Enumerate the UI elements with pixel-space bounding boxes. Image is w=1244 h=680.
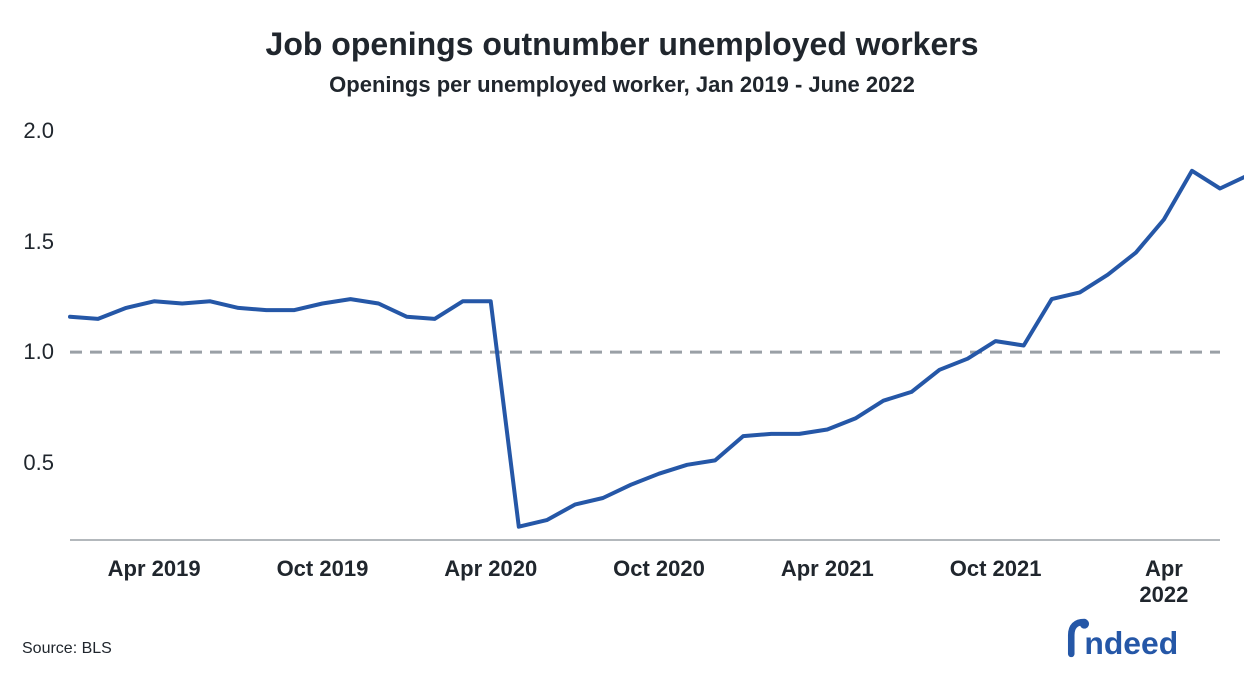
y-tick-label: 1.0 [0, 339, 54, 365]
chart-root: Job openings outnumber unemployed worker… [0, 0, 1244, 680]
y-tick-label: 0.5 [0, 450, 54, 476]
source-attribution: Source: BLS [22, 640, 112, 658]
x-tick-label: Apr 2022 [1124, 556, 1204, 608]
svg-text:ndeed: ndeed [1084, 625, 1178, 658]
x-tick-label: Oct 2021 [950, 556, 1042, 582]
x-tick-label: Oct 2019 [277, 556, 369, 582]
y-tick-label: 2.0 [0, 118, 54, 144]
brand-logo: ndeed [1060, 616, 1210, 658]
x-tick-label: Apr 2021 [781, 556, 874, 582]
x-tick-label: Apr 2020 [444, 556, 537, 582]
x-tick-label: Apr 2019 [108, 556, 201, 582]
y-tick-label: 1.5 [0, 229, 54, 255]
data-line [70, 133, 1244, 526]
x-tick-label: Oct 2020 [613, 556, 705, 582]
